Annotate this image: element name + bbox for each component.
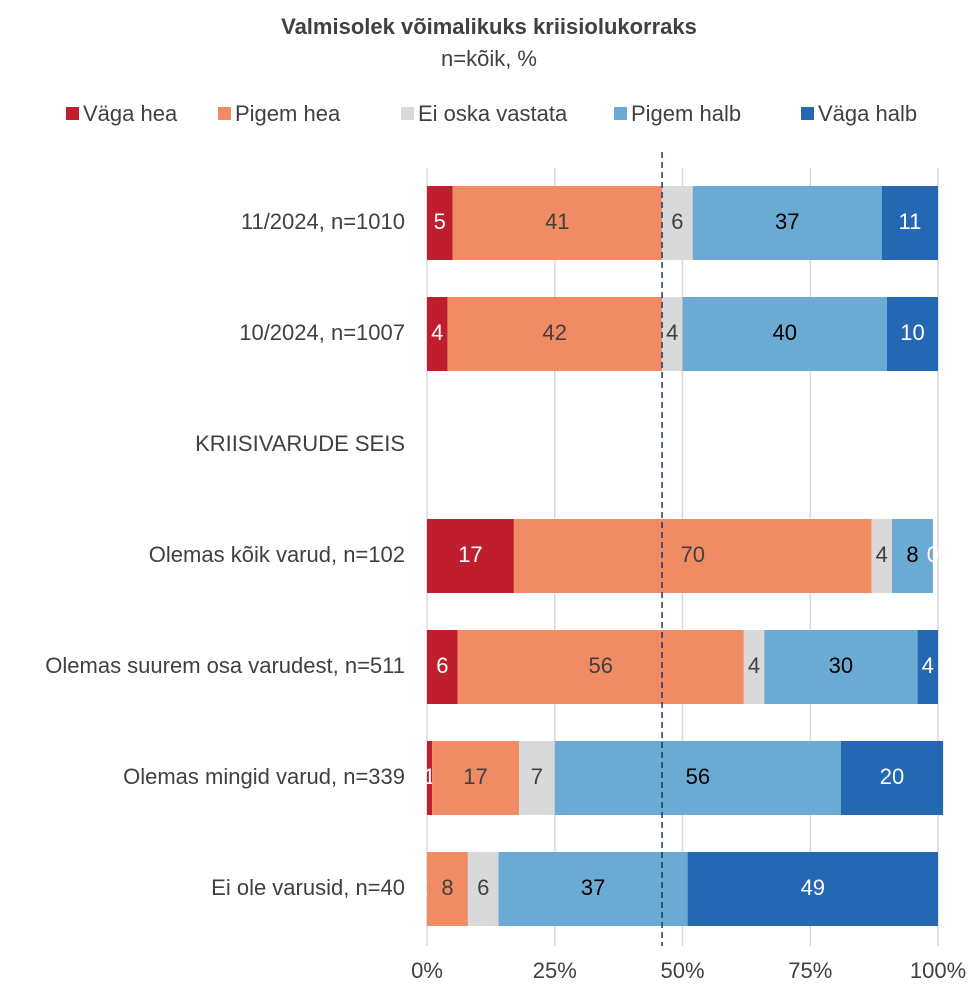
y-tick-label: 11/2024, n=1010 [241,209,405,234]
data-label: 7 [531,764,543,789]
legend-label: Väga hea [83,101,178,126]
bar-segment [881,186,938,260]
bar-segment [840,741,944,815]
bar-segment [692,186,882,260]
data-label: 0 [927,542,939,567]
data-label: 10 [900,320,924,345]
data-label: 41 [545,209,569,234]
data-label: 56 [686,764,710,789]
bar-segment [467,852,499,926]
data-label: 17 [458,542,482,567]
bar-segment [518,741,555,815]
data-label: 4 [876,542,888,567]
y-tick-label: Ei ole varusid, n=40 [211,875,405,900]
bar-segment [764,630,918,704]
legend-label: Pigem hea [235,101,341,126]
data-label: 8 [441,875,453,900]
bar-segment [513,519,872,593]
legend-swatch [66,107,79,120]
data-label: 5 [434,209,446,234]
bar-segment [427,519,514,593]
bar-segment [498,852,688,926]
legend-label: Ei oska vastata [418,101,568,126]
data-label: 11 [898,209,921,234]
data-label: 40 [772,320,796,345]
x-tick-label: 50% [660,958,704,983]
chart-title: Valmisolek võimalikuks kriisiolukorraks [281,14,697,39]
chart-subtitle: n=kõik, % [441,46,537,71]
data-label: 6 [671,209,683,234]
data-label: 6 [477,875,489,900]
legend-label: Pigem halb [631,101,741,126]
y-tick-label: Olemas suurem osa varudest, n=511 [45,653,405,678]
data-label: 17 [463,764,487,789]
bar-segment [447,297,663,371]
y-tick-label: Olemas kõik varud, n=102 [149,542,405,567]
data-label: 4 [922,653,934,678]
bar-segment [452,186,663,260]
bar-segment [892,519,933,593]
x-tick-label: 25% [533,958,577,983]
data-label: 6 [436,653,448,678]
data-label: 4 [748,653,760,678]
bar-segment [427,741,433,815]
bar-segment [886,297,938,371]
data-label: 4 [666,320,678,345]
data-label: 30 [829,653,853,678]
bar-segment [554,741,841,815]
data-label: 56 [588,653,612,678]
bar-segment [917,630,938,704]
data-label: 20 [880,764,904,789]
x-tick-label: 75% [788,958,832,983]
x-tick-label: 100% [910,958,966,983]
bar-segment [427,852,468,926]
data-label: 37 [581,875,605,900]
data-label: 37 [775,209,799,234]
bar-segment [743,630,765,704]
bar-segment [427,630,458,704]
y-tick-label: 10/2024, n=1007 [239,320,405,345]
data-label: 4 [431,320,443,345]
legend-swatch [401,107,414,120]
bar-segment [682,297,887,371]
bar-segment [427,297,448,371]
y-tick-label: KRIISIVARUDE SEIS [195,431,405,456]
x-tick-label: 0% [411,958,443,983]
legend-label: Väga halb [818,101,917,126]
bar-segment [457,630,744,704]
y-tick-label: Olemas mingid varud, n=339 [123,764,405,789]
data-label: 42 [543,320,567,345]
bar-segment [427,186,453,260]
bar-segment [662,186,693,260]
data-label: 49 [801,875,825,900]
data-label: 70 [680,542,704,567]
bar-segment [662,297,683,371]
bar-segment [432,741,519,815]
legend-swatch [218,107,231,120]
bar-segment [687,852,938,926]
legend-swatch [801,107,814,120]
data-label: 8 [906,542,918,567]
legend-swatch [614,107,627,120]
bar-segment [871,519,893,593]
